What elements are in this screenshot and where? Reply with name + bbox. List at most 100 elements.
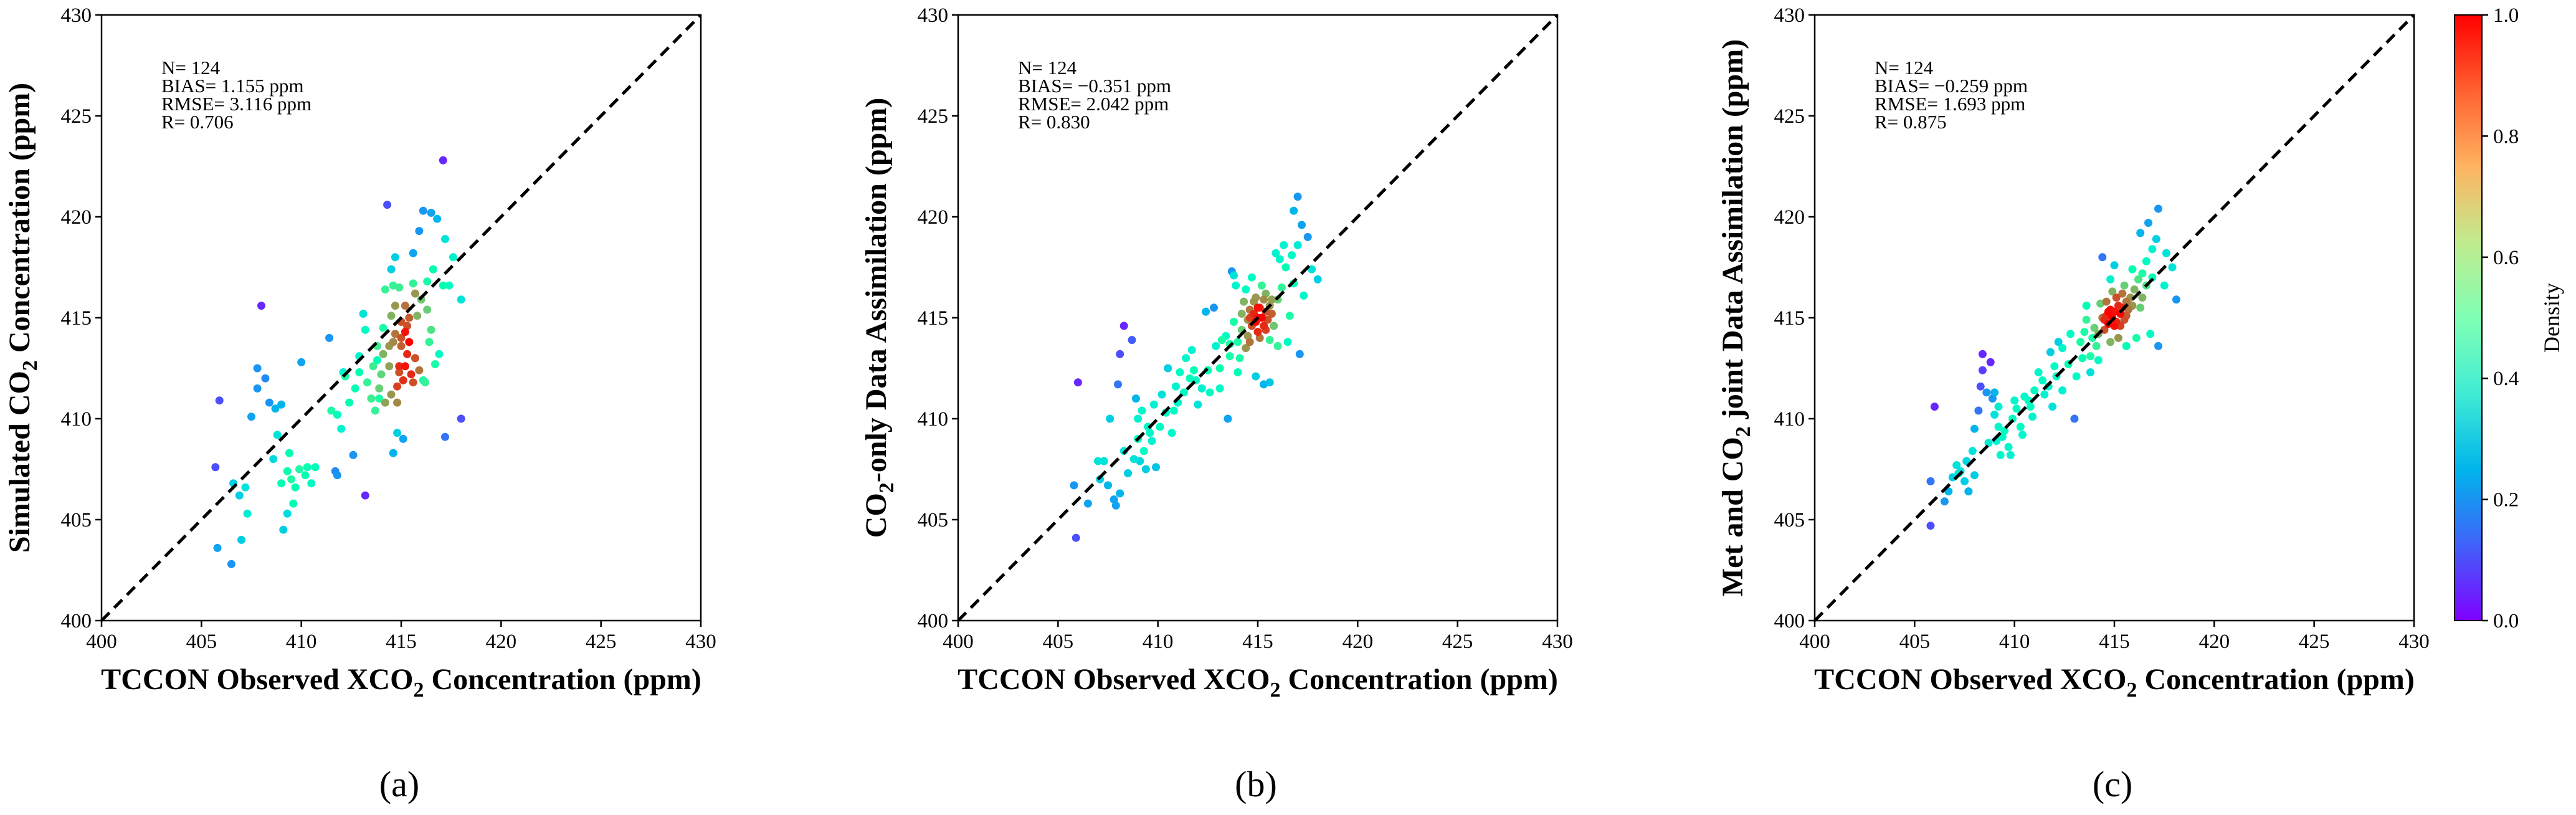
data-point xyxy=(1116,350,1124,358)
stat-line: BIAS= −0.351 ppm xyxy=(1018,75,1171,97)
data-point xyxy=(2132,333,2141,342)
data-point xyxy=(1186,374,1194,383)
data-point xyxy=(441,235,449,244)
y-tick-label: 415 xyxy=(918,307,949,330)
data-point xyxy=(379,350,387,358)
data-point xyxy=(235,491,244,500)
data-point xyxy=(1260,322,1268,330)
data-point xyxy=(457,295,465,304)
data-point xyxy=(1994,403,2003,411)
data-point xyxy=(1940,497,1949,506)
y-axis-label: CO2-only Data Assimilation (ppm) xyxy=(860,98,898,538)
panel-label: (a) xyxy=(379,764,419,804)
data-point xyxy=(1926,477,1935,485)
x-tick-label: 410 xyxy=(286,631,317,653)
data-point xyxy=(1285,312,1294,320)
stat-line: RMSE= 3.116 ppm xyxy=(161,93,311,115)
data-point xyxy=(2144,219,2152,227)
data-point xyxy=(1961,477,1969,485)
data-point xyxy=(2122,341,2131,350)
data-point xyxy=(1232,281,1240,290)
data-point xyxy=(431,360,439,368)
data-point xyxy=(1976,382,1985,391)
stat-line: N= 124 xyxy=(1018,57,1077,79)
data-point xyxy=(1164,364,1172,373)
data-point xyxy=(2112,293,2121,302)
data-point xyxy=(285,449,293,457)
data-point xyxy=(1253,303,1262,312)
data-point xyxy=(2120,315,2129,324)
y-tick-label: 405 xyxy=(918,509,949,531)
data-point xyxy=(1283,338,1292,346)
y-tick-label: 400 xyxy=(918,610,949,632)
data-point xyxy=(1242,285,1250,294)
data-point xyxy=(1303,232,1312,241)
colorbar-tick-label: 1.0 xyxy=(2493,4,2519,27)
data-point xyxy=(2098,253,2107,262)
data-point xyxy=(2114,333,2122,342)
panel-label: (c) xyxy=(2093,764,2132,804)
data-point xyxy=(2122,297,2131,306)
data-point xyxy=(1295,350,1304,358)
x-tick-label: 425 xyxy=(1442,631,1473,653)
data-point xyxy=(1265,336,1274,345)
data-point xyxy=(373,356,381,365)
data-point xyxy=(1974,406,1983,415)
data-point xyxy=(2024,396,2033,405)
y-tick-label: 410 xyxy=(1774,408,1805,431)
data-point xyxy=(2034,368,2043,376)
y-tick-label: 425 xyxy=(61,105,92,128)
data-point xyxy=(1280,241,1288,249)
data-point xyxy=(333,411,341,419)
data-point xyxy=(261,374,270,383)
stat-line: BIAS= 1.155 ppm xyxy=(161,75,303,97)
data-point xyxy=(1926,522,1935,530)
x-axis-label: TCCON Observed XCO2 Concentration (ppm) xyxy=(1814,663,2415,702)
data-point xyxy=(1194,400,1202,409)
colorbar-gradient xyxy=(2454,14,2483,621)
data-point xyxy=(1167,429,1176,437)
data-point xyxy=(2046,348,2055,356)
x-axis-label: TCCON Observed XCO2 Concentration (ppm) xyxy=(958,663,1558,702)
data-point xyxy=(2118,289,2127,298)
data-point xyxy=(393,382,402,391)
data-point xyxy=(1134,414,1143,423)
data-point xyxy=(2058,344,2067,353)
data-point xyxy=(1290,206,1298,215)
data-point xyxy=(1970,471,1979,480)
data-point xyxy=(253,384,262,393)
data-point xyxy=(1273,341,1282,350)
data-point xyxy=(1250,297,1258,306)
data-point xyxy=(1233,368,1242,376)
data-point xyxy=(269,455,278,464)
data-point xyxy=(1242,344,1250,353)
colorbar-tick-label: 0.8 xyxy=(2493,125,2519,148)
colorbar-tick-label: 0.4 xyxy=(2493,368,2519,390)
x-tick-label: 405 xyxy=(186,631,217,653)
data-point xyxy=(1252,372,1260,381)
data-point xyxy=(1131,394,1140,403)
data-point xyxy=(2080,328,2089,336)
data-point xyxy=(2086,352,2094,361)
data-point xyxy=(1119,322,1128,330)
data-point xyxy=(441,432,449,441)
data-point xyxy=(257,302,265,310)
data-point xyxy=(433,214,442,223)
data-point xyxy=(2172,295,2180,304)
data-point xyxy=(389,338,397,346)
data-point xyxy=(1288,251,1296,260)
data-point xyxy=(2138,293,2147,302)
data-point xyxy=(351,384,359,393)
data-point xyxy=(2102,297,2111,306)
data-point xyxy=(1982,388,1991,397)
data-point xyxy=(1990,411,1999,419)
data-point xyxy=(215,396,224,405)
data-point xyxy=(425,338,434,346)
data-point xyxy=(421,378,429,387)
y-tick-label: 410 xyxy=(61,408,92,431)
data-point xyxy=(1968,447,1977,455)
data-point xyxy=(2154,204,2162,213)
data-point xyxy=(391,330,399,338)
